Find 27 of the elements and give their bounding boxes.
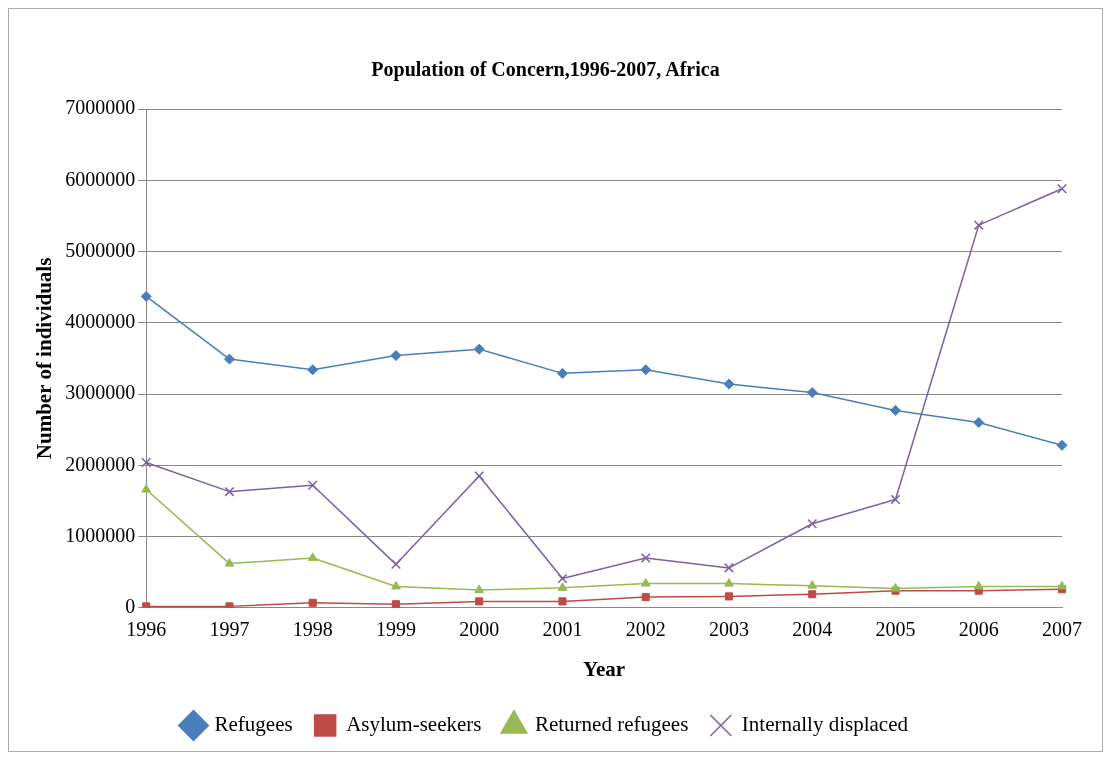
x-tick-label: 2006 — [958, 618, 999, 641]
x-tick-label: 2000 — [459, 618, 500, 641]
x-tick-label: 2004 — [792, 618, 833, 641]
y-tick-label: 3000000 — [65, 381, 136, 404]
x-tick-label: 1997 — [209, 618, 250, 641]
y-tick-label: 2000000 — [65, 452, 136, 475]
x-tick-label: 1996 — [126, 618, 167, 641]
x-tick-label: 2005 — [875, 618, 916, 641]
chart-title: Population of Concern,1996-2007, Africa — [371, 58, 720, 82]
y-tick-label: 6000000 — [65, 167, 136, 190]
y-tick-label: 0 — [125, 595, 136, 618]
legend-label: Asylum-seekers — [346, 712, 482, 737]
legend-label: Returned refugees — [534, 712, 689, 737]
y-tick-label: 7000000 — [65, 96, 136, 119]
x-tick-label: 1998 — [292, 618, 333, 641]
y-tick-label: 4000000 — [65, 310, 136, 333]
x-tick-label: 2003 — [708, 618, 749, 641]
legend-label: Internally displaced — [741, 712, 909, 737]
x-tick-label: 2001 — [542, 618, 583, 641]
y-tick-label: 5000000 — [65, 238, 136, 261]
x-tick-label: 1999 — [375, 618, 416, 641]
legend-label: Refugees — [214, 712, 293, 737]
x-axis-title: Year — [583, 656, 626, 681]
y-tick-label: 1000000 — [65, 523, 136, 546]
y-axis-title: Number of individuals — [32, 257, 57, 460]
x-tick-label: 2002 — [625, 618, 666, 641]
x-tick-label: 2007 — [1042, 618, 1082, 641]
